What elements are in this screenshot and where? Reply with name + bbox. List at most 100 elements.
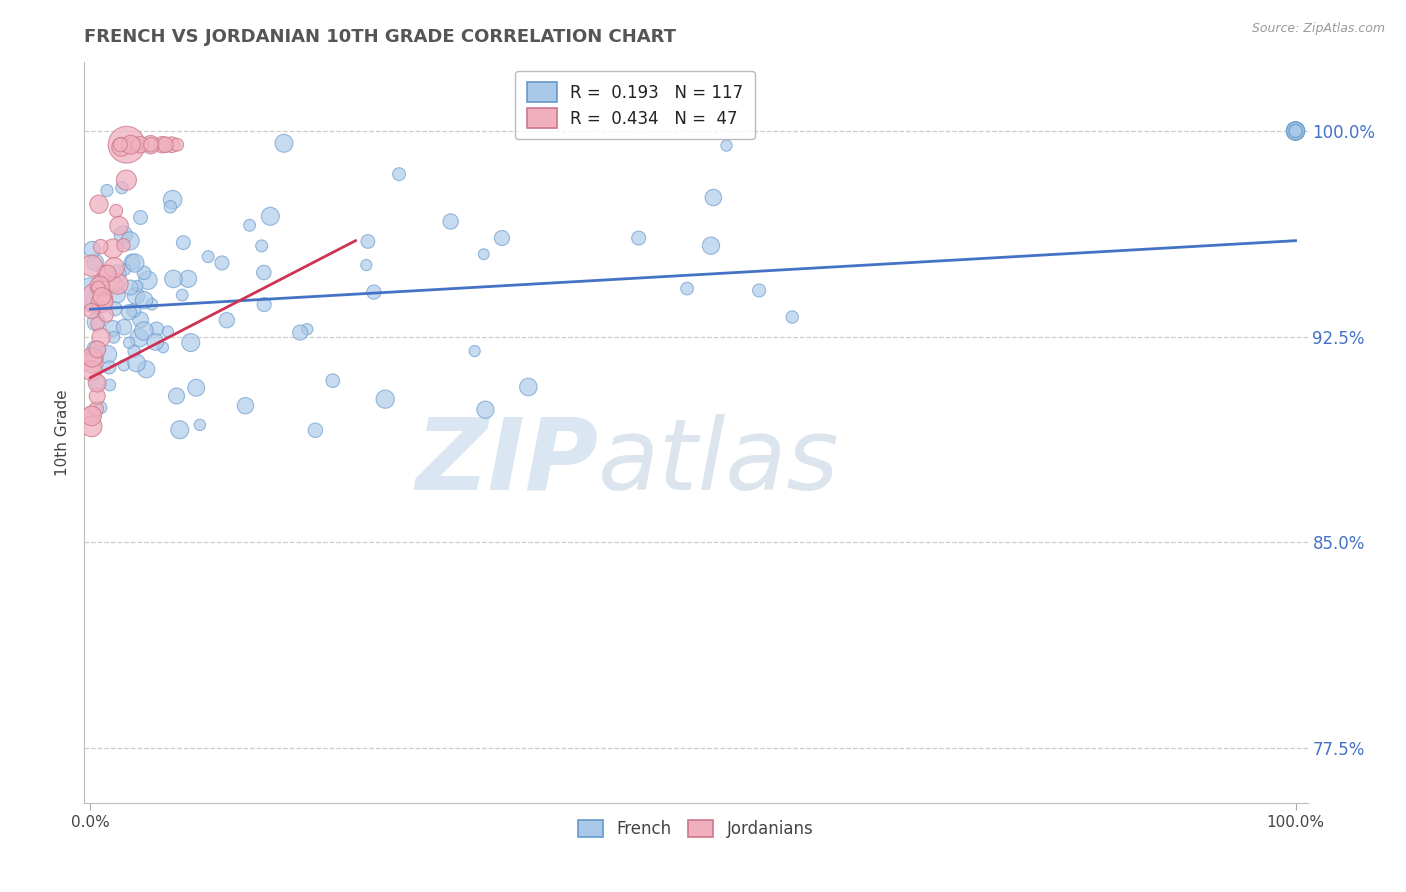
Point [105,267,128,281]
Point [1284,124,1306,138]
Point [1284,124,1306,138]
Point [103,330,125,344]
Point [80,419,103,434]
Point [156,325,179,339]
Text: atlas: atlas [598,414,839,511]
Point [1284,124,1306,138]
Point [135,362,157,376]
Point [129,137,152,152]
Point [120,280,142,294]
Point [188,417,211,432]
Point [1284,124,1306,138]
Point [125,356,148,370]
Point [114,262,136,277]
Point [90,239,112,253]
Point [111,180,134,194]
Point [90,401,112,415]
Point [110,140,132,154]
Point [112,238,135,252]
Point [96,267,118,281]
Point [253,297,276,311]
Point [80,304,103,318]
Point [472,247,495,261]
Point [80,409,103,423]
Point [517,380,540,394]
Point [86,343,108,357]
Point [127,279,149,293]
Point [139,137,162,152]
Point [86,317,108,331]
Point [1284,124,1306,138]
Point [129,313,152,327]
Point [1284,124,1306,138]
Point [162,193,184,207]
Point [150,137,173,152]
Point [139,137,162,152]
Point [136,273,159,287]
Point [122,344,145,359]
Point [132,266,155,280]
Point [295,322,318,336]
Point [716,138,738,153]
Point [627,231,650,245]
Point [700,238,723,252]
Point [80,259,103,273]
Point [101,321,124,335]
Point [1284,124,1306,138]
Point [141,297,163,311]
Point [107,277,129,291]
Point [180,335,202,350]
Point [110,137,132,152]
Point [132,324,155,338]
Point [90,295,112,310]
Point [440,214,463,228]
Point [464,344,486,359]
Point [112,227,135,242]
Point [259,209,281,223]
Point [1284,124,1306,138]
Point [112,359,135,373]
Point [356,258,378,272]
Point [90,330,112,344]
Point [121,255,143,269]
Point [86,376,108,390]
Point [215,313,238,327]
Point [84,315,107,329]
Point [84,401,107,416]
Point [388,167,411,181]
Point [108,219,131,233]
Point [145,322,167,336]
Point [1284,124,1306,138]
Point [1284,124,1306,138]
Point [84,343,107,357]
Point [125,289,148,303]
Point [211,256,233,270]
Point [94,294,117,309]
Point [1284,124,1306,138]
Point [1284,124,1306,138]
Point [87,197,110,211]
Point [118,335,141,350]
Point [94,308,117,322]
Point [115,173,138,187]
Point [162,272,184,286]
Point [107,288,129,302]
Point [748,284,770,298]
Point [83,351,105,365]
Y-axis label: 10th Grade: 10th Grade [55,389,70,476]
Point [80,408,103,422]
Point [363,285,385,299]
Point [105,203,128,218]
Point [98,360,121,375]
Point [491,231,513,245]
Legend: French, Jordanians: French, Jordanians [569,812,823,847]
Point [115,137,138,152]
Point [357,235,380,249]
Point [1284,124,1306,138]
Point [87,280,110,294]
Text: Source: ZipAtlas.com: Source: ZipAtlas.com [1251,22,1385,36]
Point [134,293,156,307]
Text: ZIP: ZIP [415,414,598,511]
Point [86,291,108,305]
Point [82,350,104,364]
